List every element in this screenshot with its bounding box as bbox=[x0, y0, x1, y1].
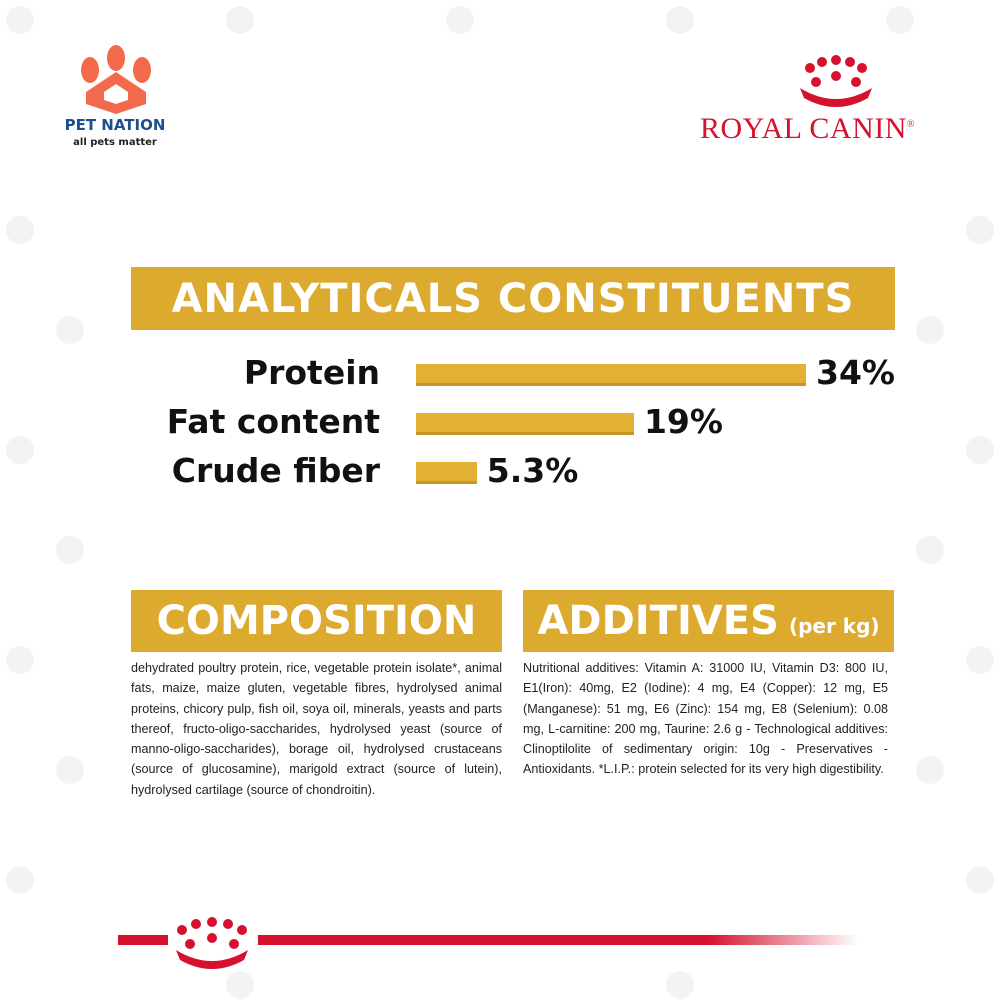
brand-left: PET NATION bbox=[64, 116, 166, 134]
bar bbox=[416, 364, 806, 386]
footer-crown bbox=[176, 917, 248, 969]
tagline: all pets matter bbox=[73, 137, 157, 148]
additives-title: ADDITIVES (per kg) bbox=[523, 590, 894, 652]
additives-unit: (per kg) bbox=[788, 614, 880, 638]
footer-line bbox=[258, 935, 858, 945]
composition-text: dehydrated poultry protein, rice, vegeta… bbox=[131, 661, 502, 797]
value-label: 34% bbox=[816, 353, 895, 392]
composition-title: COMPOSITION bbox=[131, 590, 502, 652]
category-label: Crude fiber bbox=[171, 451, 380, 490]
brand-right: ROYAL CANIN® bbox=[700, 112, 915, 146]
additives-heading: ADDITIVES bbox=[537, 598, 779, 644]
category-label: Fat content bbox=[166, 402, 380, 441]
category-label: Protein bbox=[243, 353, 380, 392]
brand-name: ROYAL CANIN bbox=[700, 112, 907, 145]
additives-text: Nutritional additives: Vitamin A: 31000 … bbox=[523, 661, 888, 777]
watermark bbox=[6, 6, 994, 999]
bar bbox=[416, 462, 477, 484]
registered-mark: ® bbox=[906, 119, 915, 130]
royal-canin-crown bbox=[800, 55, 872, 107]
value-label: 5.3% bbox=[486, 451, 579, 490]
pet-nation-logo bbox=[81, 45, 151, 114]
footer-line bbox=[118, 935, 168, 945]
chart-title: ANALYTICALS CONSTITUENTS bbox=[131, 267, 895, 330]
bar bbox=[416, 413, 634, 435]
value-label: 19% bbox=[643, 402, 723, 441]
